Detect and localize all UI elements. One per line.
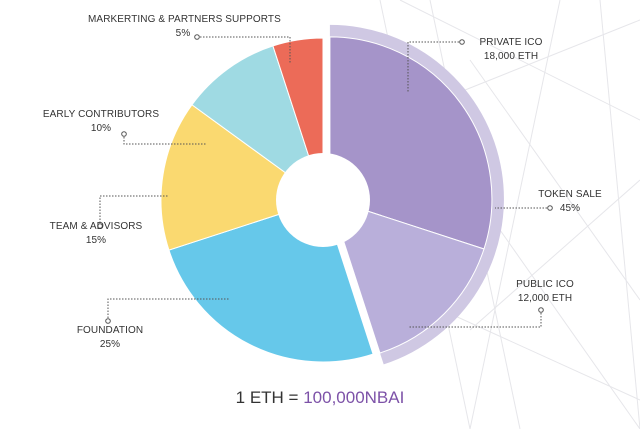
label-foundation-value: 25% (99, 339, 121, 350)
leader-line-public-ico (408, 310, 542, 328)
label-private-ico-value: 18,000 ETH (483, 51, 539, 62)
background-line (469, 179, 640, 331)
donut-hole (276, 153, 370, 247)
slice-team-and-advisors (160, 104, 325, 251)
label-early-contributors: EARLY CONTRIBUTORS 10% (36, 108, 166, 136)
slice-early-contributors (191, 45, 324, 202)
leader-lines-group (97, 34, 553, 328)
leader-dot-foundation (105, 318, 111, 324)
background-line (469, 0, 561, 429)
label-team-advisors: TEAM & ADVISORS 15% (36, 220, 156, 248)
label-foundation-name: FOUNDATION (76, 325, 144, 336)
leader-dot-private-ico (459, 39, 465, 45)
background-line (399, 0, 640, 121)
leader-dot-public-ico (538, 307, 544, 313)
slice-private-ico (329, 36, 493, 250)
label-token-sale-value: 45% (559, 203, 581, 214)
leader-dot-token-sale (547, 205, 553, 211)
exchange-rate: 1 ETH = 100,000NBAI (0, 388, 640, 408)
leader-dot-marketing (194, 34, 200, 40)
slice-public-ico (329, 198, 485, 354)
slices-group (160, 36, 493, 363)
label-public-ico: PUBLIC ICO 12,000 ETH (490, 278, 600, 306)
label-public-ico-value: 12,000 ETH (517, 293, 573, 304)
leader-line-foundation (107, 298, 230, 321)
label-early-contributors-name: EARLY CONTRIBUTORS (42, 109, 160, 120)
exchange-rate-value: 100,000NBAI (303, 388, 405, 407)
leader-line-early-contributors (123, 134, 206, 145)
background-line (599, 0, 640, 429)
leader-line-marketing (197, 36, 291, 64)
leader-dot-team-advisors (97, 223, 103, 229)
label-public-ico-name: PUBLIC ICO (516, 279, 574, 290)
leader-line-private-ico (407, 41, 462, 92)
label-marketing: MARKERTING & PARTNERS SUPPORTS 5% (88, 13, 281, 41)
label-team-advisors-value: 15% (85, 235, 107, 246)
label-private-ico: PRIVATE ICO 18,000 ETH (456, 36, 566, 64)
label-marketing-value: 5% (175, 28, 191, 39)
leader-line-team-advisors (99, 195, 168, 226)
label-token-sale-name: TOKEN SALE (538, 189, 602, 200)
leader-dot-early-contributors (121, 131, 127, 137)
label-foundation: FOUNDATION 25% (60, 324, 160, 352)
background-line (499, 229, 640, 429)
label-team-advisors-name: TEAM & ADVISORS (49, 221, 143, 232)
background-line (469, 59, 640, 301)
label-early-contributors-value: 10% (90, 123, 112, 134)
label-token-sale: TOKEN SALE 45% (520, 188, 620, 216)
label-private-ico-name: PRIVATE ICO (479, 37, 543, 48)
label-marketing-name: MARKERTING & PARTNERS SUPPORTS (88, 14, 281, 25)
exchange-rate-prefix: 1 ETH = (235, 388, 304, 407)
